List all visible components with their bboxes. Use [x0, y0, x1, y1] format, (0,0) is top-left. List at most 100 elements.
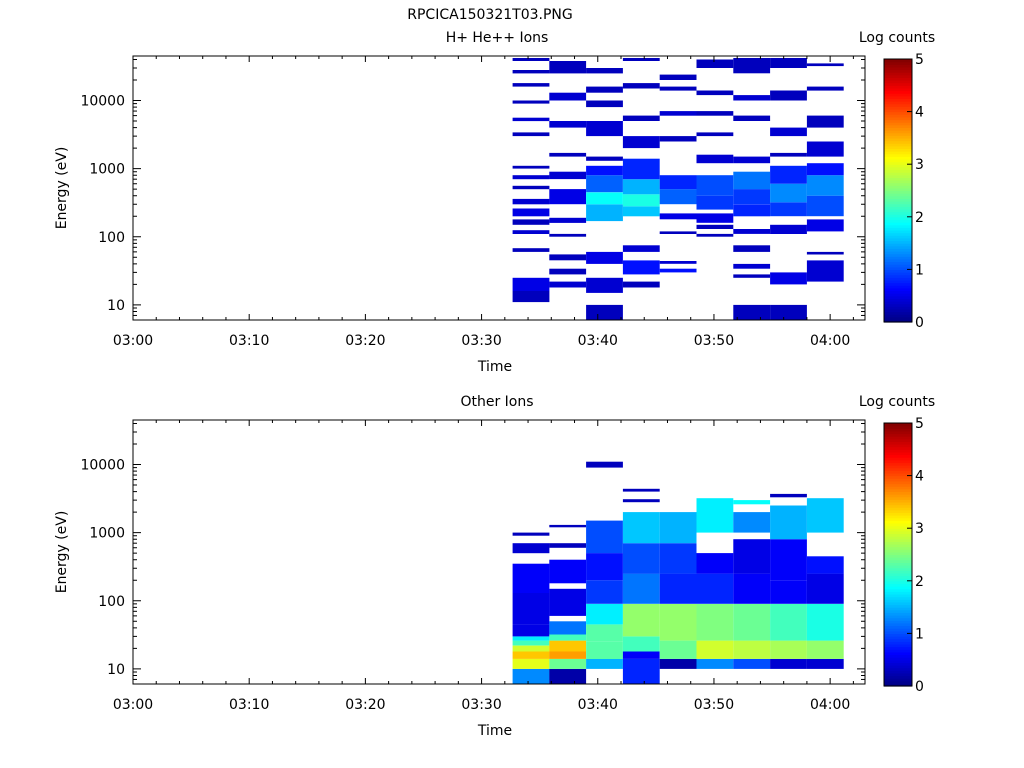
y-axis-label: Energy (eV)	[54, 511, 70, 594]
colorbar-swatch	[884, 459, 912, 464]
heatmap-cell	[806, 163, 844, 176]
colorbar-swatch	[884, 607, 912, 611]
heatmap-cell	[733, 274, 771, 278]
colorbar-swatch	[884, 604, 912, 608]
colorbar-swatch	[884, 274, 912, 278]
colorbar-swatch	[884, 98, 912, 102]
colorbar-swatch	[884, 316, 912, 320]
colorbar-swatch	[884, 678, 912, 682]
heatmap-cell	[622, 58, 660, 61]
colorbar-swatch	[884, 306, 912, 310]
heatmap-cell	[549, 254, 587, 261]
heatmap-cell	[696, 90, 734, 96]
x-tick-label: 03:30	[461, 697, 501, 713]
colorbar-swatch	[884, 664, 912, 669]
heatmap-cell	[586, 192, 623, 205]
colorbar-swatch	[884, 300, 912, 305]
heatmap-cell	[622, 603, 660, 637]
colorbar-swatch	[884, 298, 912, 302]
colorbar-swatch	[884, 636, 912, 640]
colorbar-swatch	[884, 148, 912, 152]
colorbar-swatch	[884, 504, 912, 508]
colorbar-tick-label: 4	[915, 469, 924, 485]
heatmap-cell	[696, 224, 734, 229]
heatmap-cell	[586, 580, 623, 604]
heatmap-cell	[512, 532, 550, 536]
heatmap-cell	[622, 260, 660, 275]
colorbar-swatch	[884, 630, 912, 634]
heatmap-cell	[806, 86, 844, 91]
colorbar-swatch	[884, 111, 912, 115]
colorbar-swatch	[884, 454, 912, 458]
colorbar-swatch	[884, 554, 912, 558]
colorbar-swatch	[884, 578, 912, 582]
colorbar-swatch	[884, 130, 912, 134]
colorbar-swatch	[884, 472, 912, 477]
colorbar-swatch	[884, 546, 912, 550]
heatmap-cell	[512, 624, 550, 637]
colorbar-swatch	[884, 250, 912, 255]
colorbar-swatch	[884, 601, 912, 606]
heatmap-cell	[770, 272, 807, 285]
heatmap-cell	[770, 580, 807, 604]
colorbar-swatch	[884, 557, 912, 561]
colorbar-swatch	[884, 122, 912, 126]
heatmap-cell	[806, 260, 844, 282]
heatmap-cell	[659, 573, 697, 604]
heatmap-cell	[806, 658, 844, 669]
heatmap-cell	[622, 115, 660, 121]
colorbar-swatch	[884, 114, 912, 118]
colorbar-swatch	[884, 87, 912, 92]
heatmap-cell	[770, 304, 807, 320]
colorbar-swatch	[884, 586, 912, 590]
colorbar-swatch	[884, 538, 912, 542]
heatmap-cell	[770, 202, 807, 217]
colorbar-swatch	[884, 282, 912, 286]
heatmap-cell	[549, 281, 587, 288]
heatmap-cell	[512, 208, 550, 217]
heatmap-cell	[512, 291, 550, 303]
colorbar-swatch	[884, 491, 912, 495]
heatmap-cell	[733, 229, 771, 234]
heatmap-cell	[549, 524, 587, 528]
colorbar-swatch	[884, 646, 912, 650]
colorbar-swatch	[884, 570, 912, 574]
colorbar-swatch	[884, 243, 912, 247]
colorbar-swatch	[884, 119, 912, 123]
colorbar-swatch	[884, 617, 912, 621]
x-tick-label: 03:10	[229, 697, 269, 713]
colorbar-swatch	[884, 295, 912, 299]
heatmap-cell	[622, 136, 660, 149]
colorbar-swatch	[884, 279, 912, 284]
heatmap-cell	[622, 543, 660, 574]
colorbar-tick-label: 2	[915, 574, 924, 590]
colorbar-swatch	[884, 528, 912, 532]
colorbar-swatch	[884, 287, 912, 292]
colorbar-swatch	[884, 572, 912, 577]
heatmap-cell	[659, 86, 697, 91]
heatmap-cell	[770, 152, 807, 157]
heatmap-cell	[512, 198, 550, 205]
colorbar-swatch	[884, 93, 912, 97]
colorbar-swatch	[884, 203, 912, 207]
heatmap-cell	[586, 461, 623, 468]
heatmap-cell	[622, 658, 660, 684]
heatmap-cells	[512, 58, 844, 320]
colorbar-swatch	[884, 179, 912, 184]
colorbar-swatch	[884, 174, 912, 178]
heatmap-cell	[806, 115, 844, 128]
colorbar-swatch	[884, 593, 912, 598]
colorbar-swatch	[884, 222, 912, 226]
x-tick-label: 03:30	[461, 333, 501, 349]
colorbar-swatch	[884, 438, 912, 443]
colorbar-swatch	[884, 140, 912, 144]
heatmap-cell	[586, 658, 623, 669]
x-tick-label: 03:00	[113, 333, 153, 349]
colorbar-swatch	[884, 541, 912, 545]
y-axis: 10 100 1000 10000	[80, 422, 865, 685]
colorbar-swatch	[884, 248, 912, 252]
colorbar-swatch	[884, 501, 912, 506]
x-tick-label: 04:00	[810, 333, 850, 349]
colorbar-swatch	[884, 229, 912, 234]
